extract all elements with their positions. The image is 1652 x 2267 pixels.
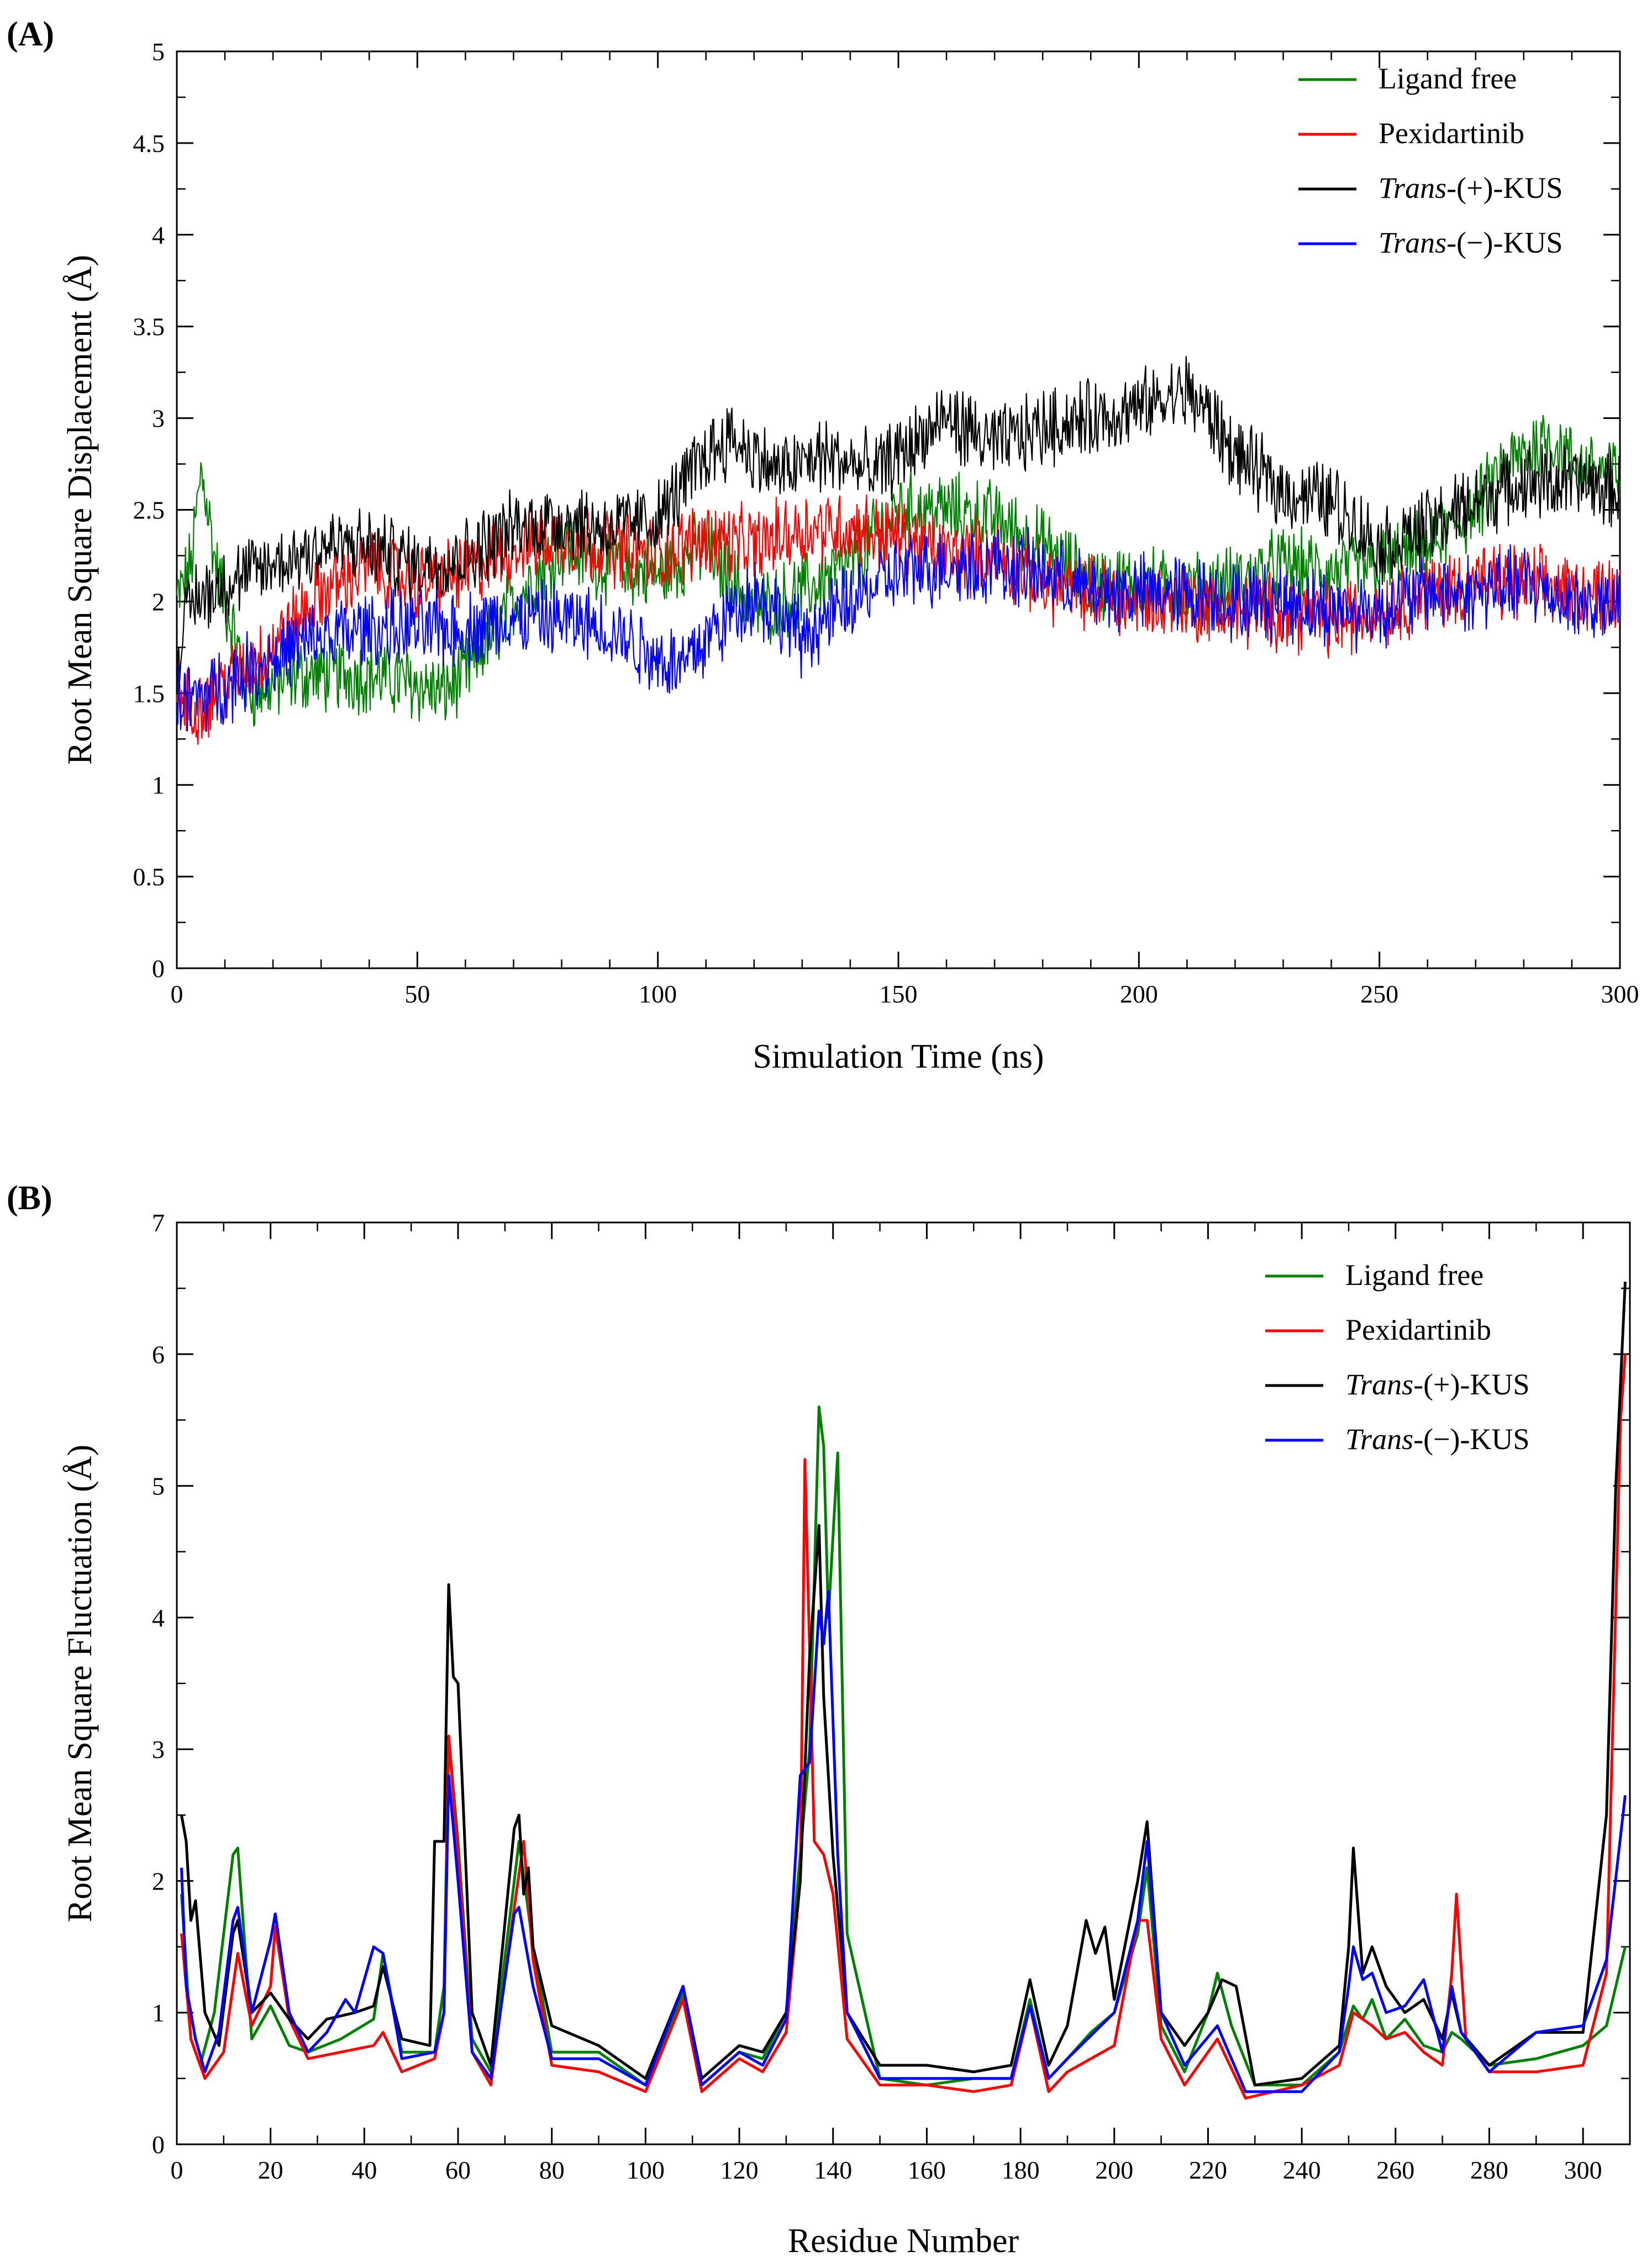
- x-tick-label: 20: [258, 2156, 283, 2184]
- x-tick-label: 100: [639, 980, 677, 1008]
- x-tick-label: 150: [880, 980, 918, 1008]
- x-tick-label: 250: [1360, 980, 1398, 1008]
- x-tick-label: 60: [445, 2156, 471, 2184]
- x-tick-label: 160: [908, 2156, 946, 2184]
- panel-a-ticks: 0 50 100 150 200 250 300 0 0.5 1 1.5 2 2.5 3 3.5 4 4.5 5: [133, 38, 1639, 1008]
- x-tick-label: 140: [814, 2156, 852, 2184]
- y-tick-label: 5: [152, 38, 165, 66]
- y-tick-label: 2: [152, 1867, 165, 1895]
- x-tick-label: 300: [1601, 980, 1639, 1008]
- panel-a-label: (A): [7, 15, 54, 53]
- y-tick-label: 7: [152, 1209, 165, 1237]
- series-line-pexidartinib: [180, 1354, 1627, 2100]
- series-line-ligand-free: [180, 1405, 1627, 2087]
- panel-a-chart: (A) 0 50 100 150 200 250 300 0 0.5 1 1.5 2 2.5 3 3.5 4 4…: [7, 15, 1639, 1075]
- panel-a-series: [176, 356, 1621, 745]
- legend-entry: Trans-(−)-KUS: [1379, 226, 1563, 259]
- x-tick-label: 200: [1120, 980, 1158, 1008]
- y-tick-label: 3: [152, 405, 165, 433]
- y-tick-label: 5: [152, 1472, 165, 1500]
- y-tick-label: 1: [152, 1999, 165, 2027]
- x-tick-label: 180: [1002, 2156, 1040, 2184]
- panel-b-series: [180, 1282, 1627, 2100]
- panel-b-y-axis-title: Root Mean Square Fluctuation (Å): [61, 1445, 99, 1922]
- panel-b-legend: Ligand freePexidartinibTrans-(+)-KUSTran…: [1265, 1258, 1530, 1456]
- legend-entry: Pexidartinib: [1345, 1313, 1491, 1346]
- y-tick-label: 2.5: [133, 496, 165, 524]
- panel-a-legend: Ligand freePexidartinibTrans-(+)-KUSTran…: [1298, 62, 1563, 259]
- y-tick-label: 0: [152, 954, 165, 983]
- panel-a-x-axis-title: Simulation Time (ns): [753, 1038, 1044, 1075]
- legend-entry-rest: -(−)-KUS: [1446, 226, 1562, 259]
- legend-entry-italic: Trans: [1379, 226, 1446, 259]
- panel-b-ticks: 0 20 40 60 80 100 120 140 160 180 200 220 240 260 280 3…: [152, 1209, 1630, 2184]
- x-tick-label: 100: [627, 2156, 665, 2184]
- y-tick-label: 0: [152, 2130, 165, 2159]
- x-tick-label: 120: [720, 2156, 759, 2184]
- y-tick-label: 1.5: [133, 679, 165, 707]
- y-tick-label: 3: [152, 1735, 165, 1764]
- panel-a-y-axis-title: Root Mean Square Displacement (Å): [61, 255, 99, 765]
- series-line-trans-kus: [176, 356, 1621, 694]
- x-tick-label: 50: [404, 980, 430, 1008]
- legend-entry-italic: Trans: [1345, 1423, 1413, 1456]
- legend-entry: Ligand free: [1379, 62, 1517, 95]
- x-tick-label: 280: [1470, 2156, 1508, 2184]
- legend-entry-rest: -(+)-KUS: [1413, 1368, 1529, 1401]
- x-tick-label: 40: [351, 2156, 377, 2184]
- legend-entry: Ligand free: [1345, 1258, 1483, 1292]
- y-tick-label: 4.5: [133, 129, 165, 158]
- y-tick-label: 2: [152, 587, 165, 616]
- series-line-trans-kus: [176, 527, 1621, 732]
- y-tick-label: 3.5: [133, 313, 165, 341]
- legend-entry-rest: -(−)-KUS: [1413, 1423, 1529, 1456]
- x-tick-label: 260: [1376, 2156, 1414, 2184]
- y-tick-label: 6: [152, 1340, 165, 1368]
- x-tick-label: 220: [1189, 2156, 1227, 2184]
- x-tick-label: 300: [1564, 2156, 1602, 2184]
- x-tick-label: 0: [171, 2156, 183, 2184]
- y-tick-label: 4: [152, 221, 165, 249]
- legend-entry-italic: Trans: [1379, 171, 1446, 204]
- legend-entry: Trans-(+)-KUS: [1379, 171, 1563, 204]
- series-line-trans-kus: [180, 1282, 1627, 2087]
- x-tick-label: 0: [171, 980, 183, 1008]
- x-tick-label: 240: [1283, 2156, 1321, 2184]
- y-tick-label: 4: [152, 1604, 165, 1632]
- y-tick-label: 1: [152, 771, 165, 799]
- panel-b-x-axis-title: Residue Number: [788, 2222, 1019, 2260]
- x-tick-label: 80: [539, 2156, 565, 2184]
- legend-entry-italic: Trans: [1345, 1368, 1413, 1401]
- series-line-trans-kus: [180, 1589, 1627, 2093]
- legend-entry: Trans-(−)-KUS: [1345, 1423, 1530, 1456]
- y-tick-label: 0.5: [133, 863, 165, 891]
- panel-b-chart: (B) 0 20 40 60 80 100 120 140 160 180 200 220 240 260…: [7, 1179, 1631, 2260]
- legend-entry: Pexidartinib: [1379, 117, 1524, 150]
- legend-entry: Trans-(+)-KUS: [1345, 1368, 1530, 1401]
- panel-b-label: (B): [7, 1179, 52, 1217]
- legend-entry-rest: -(+)-KUS: [1446, 171, 1562, 204]
- x-tick-label: 200: [1095, 2156, 1133, 2184]
